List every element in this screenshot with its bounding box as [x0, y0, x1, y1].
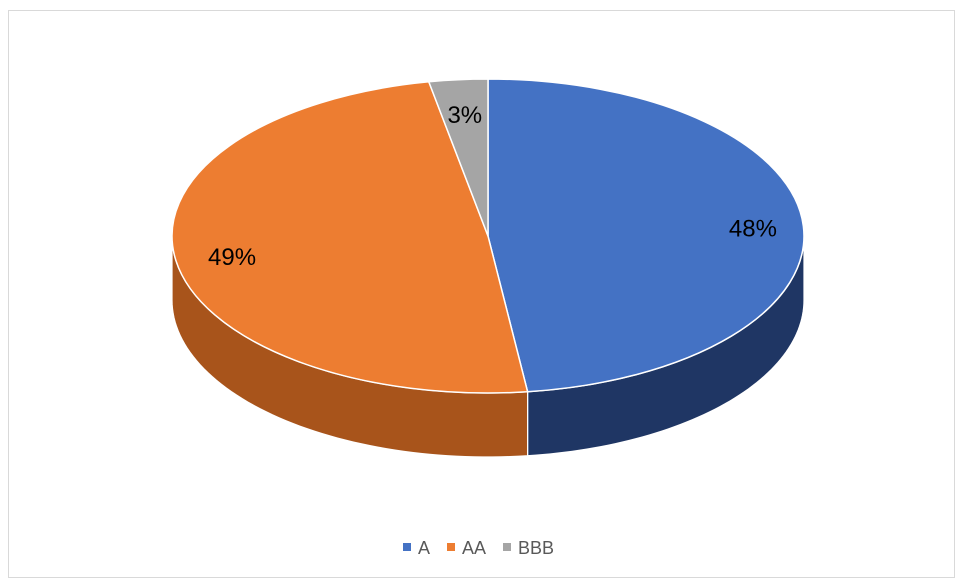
legend-swatch-aa	[446, 543, 455, 552]
pie-slice-a	[487, 78, 805, 393]
legend-swatch-a	[402, 543, 411, 552]
legend-label-a: A	[417, 538, 430, 558]
legend-item-aa: AA	[446, 538, 486, 559]
pie-slice-aa	[171, 81, 529, 394]
data-label-a: 48%	[729, 216, 777, 243]
legend-swatch-bbb	[503, 543, 512, 552]
legend-item-a: A	[402, 538, 430, 559]
legend-item-bbb: BBB	[503, 538, 554, 559]
pie-slice-bbb	[428, 78, 489, 237]
legend-label-aa: AA	[461, 538, 486, 558]
legend-label-bbb: BBB	[518, 538, 555, 558]
legend: A AA BBB	[0, 538, 957, 559]
data-label-bbb: 3%	[447, 102, 482, 129]
data-label-aa: 49%	[208, 244, 256, 271]
